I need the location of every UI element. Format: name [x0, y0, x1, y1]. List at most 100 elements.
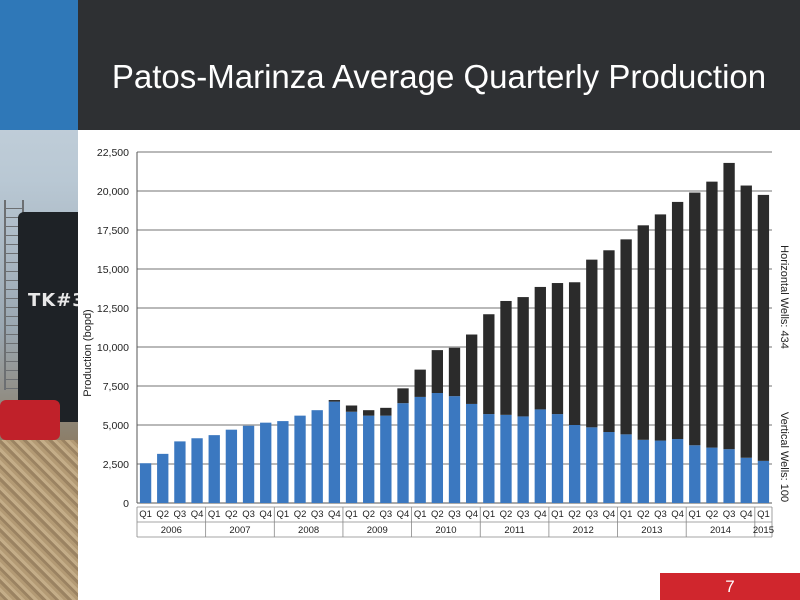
bar-horizontal-wells [328, 400, 341, 402]
x-tick-label: Q1 [688, 509, 701, 520]
x-tick-label: Q3 [723, 509, 736, 520]
bar-vertical-wells [345, 411, 358, 503]
year-label: 2011 [504, 525, 524, 536]
x-tick-label: Q4 [191, 509, 204, 520]
year-label: 2012 [573, 525, 594, 536]
bar-vertical-wells [723, 449, 735, 503]
bar-vertical-wells [277, 421, 289, 503]
bar-vertical-wells [620, 434, 632, 503]
x-tick-label: Q3 [517, 509, 530, 520]
bar-vertical-wells [448, 396, 461, 503]
x-tick-label: Q4 [603, 509, 616, 520]
x-tick-label: Q2 [568, 509, 581, 520]
x-tick-label: Q1 [482, 509, 495, 520]
bar-vertical-wells [191, 438, 203, 503]
axis-layer: 0 2,500 5,000 7,500 10,000 12,500 15,000 17,500… [97, 147, 774, 538]
bar-vertical-wells [363, 415, 375, 503]
year-label: 2014 [710, 525, 731, 536]
x-tick-label: Q1 [551, 509, 564, 520]
y-tick-label: 10,000 [97, 342, 129, 354]
bar-vertical-wells [551, 414, 564, 503]
bar-horizontal-wells [603, 250, 615, 433]
bar-vertical-wells [483, 414, 495, 503]
y-axis-label: Production (bopd) [82, 309, 94, 396]
vertical-wells-label: Vertical Wells: 100 [778, 412, 790, 502]
x-tick-label: Q4 [671, 509, 684, 520]
year-label: 2010 [435, 525, 456, 536]
slide-title: Patos-Marinza Average Quarterly Producti… [111, 58, 767, 95]
y-tick-label: 20,000 [97, 186, 129, 198]
bar-horizontal-wells [517, 297, 529, 417]
bar-horizontal-wells [654, 214, 667, 441]
bar-vertical-wells [397, 403, 409, 503]
bar-horizontal-wells [637, 225, 649, 440]
y-tick-label: 22,500 [97, 147, 129, 159]
bar-vertical-wells [534, 409, 546, 503]
bar-vertical-wells [157, 453, 169, 503]
accent-block [0, 0, 78, 130]
bar-vertical-wells [517, 416, 529, 503]
bar-vertical-wells [208, 435, 220, 503]
x-tick-label: Q4 [465, 509, 478, 520]
x-tick-label: Q3 [380, 509, 393, 520]
y-tick-label: 15,000 [97, 264, 129, 276]
bar-vertical-wells [586, 427, 598, 503]
bar-vertical-wells [311, 410, 323, 503]
bar-horizontal-wells [414, 369, 426, 397]
x-tick-label: Q4 [259, 509, 272, 520]
bar-vertical-wells [637, 439, 649, 503]
bar-vertical-wells [414, 396, 426, 503]
x-tick-label: Q1 [345, 509, 358, 520]
bar-vertical-wells [294, 415, 306, 503]
y-tick-label: 5,000 [103, 420, 129, 432]
bar-vertical-wells [500, 414, 512, 503]
bar-vertical-wells [431, 393, 444, 503]
x-tick-label: Q3 [174, 509, 187, 520]
bar-horizontal-wells [723, 162, 735, 450]
x-tick-label: Q3 [311, 509, 324, 520]
bar-vertical-wells [380, 415, 392, 503]
x-tick-label: Q1 [277, 509, 290, 520]
bar-horizontal-wells [465, 334, 478, 404]
bar-vertical-wells [603, 432, 615, 503]
x-tick-label: Q2 [637, 509, 650, 520]
x-tick-label: Q2 [294, 509, 307, 520]
bar-vertical-wells [740, 457, 752, 503]
bar-horizontal-wells [448, 347, 461, 397]
gravel-ground [0, 440, 78, 600]
y-tick-label: 0 [123, 498, 129, 510]
x-tick-label: Q2 [431, 509, 444, 520]
x-tick-label: Q2 [156, 509, 169, 520]
x-tick-label: Q2 [362, 509, 375, 520]
bar-vertical-wells [174, 441, 186, 503]
x-tick-label: Q1 [208, 509, 221, 520]
bar-vertical-wells [706, 447, 718, 503]
bar-horizontal-wells [500, 300, 512, 415]
bar-horizontal-wells [671, 201, 684, 440]
x-tick-label: Q1 [620, 509, 633, 520]
bar-horizontal-wells [706, 181, 718, 448]
x-tick-label: Q4 [534, 509, 547, 520]
x-tick-label: Q3 [448, 509, 461, 520]
bar-vertical-wells [671, 439, 684, 503]
bar-horizontal-wells [363, 410, 375, 416]
year-label: 2013 [641, 525, 662, 536]
bar-horizontal-wells [620, 239, 632, 435]
y-tick-label: 17,500 [97, 225, 129, 237]
bar-vertical-wells [689, 445, 701, 503]
bar-horizontal-wells [345, 405, 358, 412]
y-tick-label: 2,500 [103, 459, 129, 471]
bar-horizontal-wells [483, 314, 495, 415]
background-photo: TK#3 [0, 0, 78, 600]
x-tick-label: Q3 [585, 509, 598, 520]
bar-vertical-wells [465, 403, 478, 503]
horizontal-wells-label: Horizontal Wells: 434 [778, 245, 790, 349]
tank-label: TK#3 [28, 290, 78, 311]
x-tick-label: Q1 [757, 509, 770, 520]
bar-horizontal-wells [551, 283, 564, 415]
bar-vertical-wells [757, 460, 770, 503]
x-tick-label: Q4 [397, 509, 410, 520]
x-tick-label: Q1 [139, 509, 152, 520]
year-label: 2015 [753, 525, 774, 536]
